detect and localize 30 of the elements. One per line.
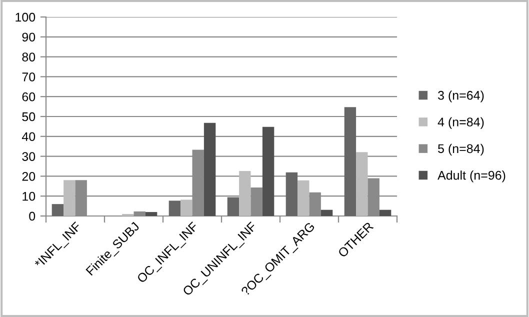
bar [344,107,356,216]
bar [320,210,333,216]
legend-label: Adult (n=96) [438,170,506,182]
bar [286,172,298,216]
y-tick-label: 0 [29,212,36,221]
bar [356,152,368,216]
bar [298,180,310,216]
bar [180,200,192,216]
y-tick-label: 80 [22,52,36,62]
y-tick-label: 20 [22,172,36,181]
bar [168,200,181,216]
y-tick-label: 30 [22,152,36,161]
y-tick-label: 40 [22,132,36,142]
bar [145,212,158,216]
bar [239,171,251,216]
y-tick-label: 60 [22,92,36,102]
legend-label: 3 (n=64) [438,90,484,102]
y-tick-label: 70 [22,72,36,82]
bar [64,180,76,216]
bar [227,197,240,216]
y-tick-label: 50 [22,112,36,122]
y-tick-label: 90 [22,32,36,42]
y-tick-label: 100 [16,12,36,22]
bar [52,204,64,216]
bar [262,126,274,216]
bar [379,210,392,216]
bar [204,122,216,216]
y-tick-label: 10 [22,192,36,201]
legend-label: 4 (n=84) [438,117,484,129]
legend-label: 5 (n=84) [438,144,484,156]
